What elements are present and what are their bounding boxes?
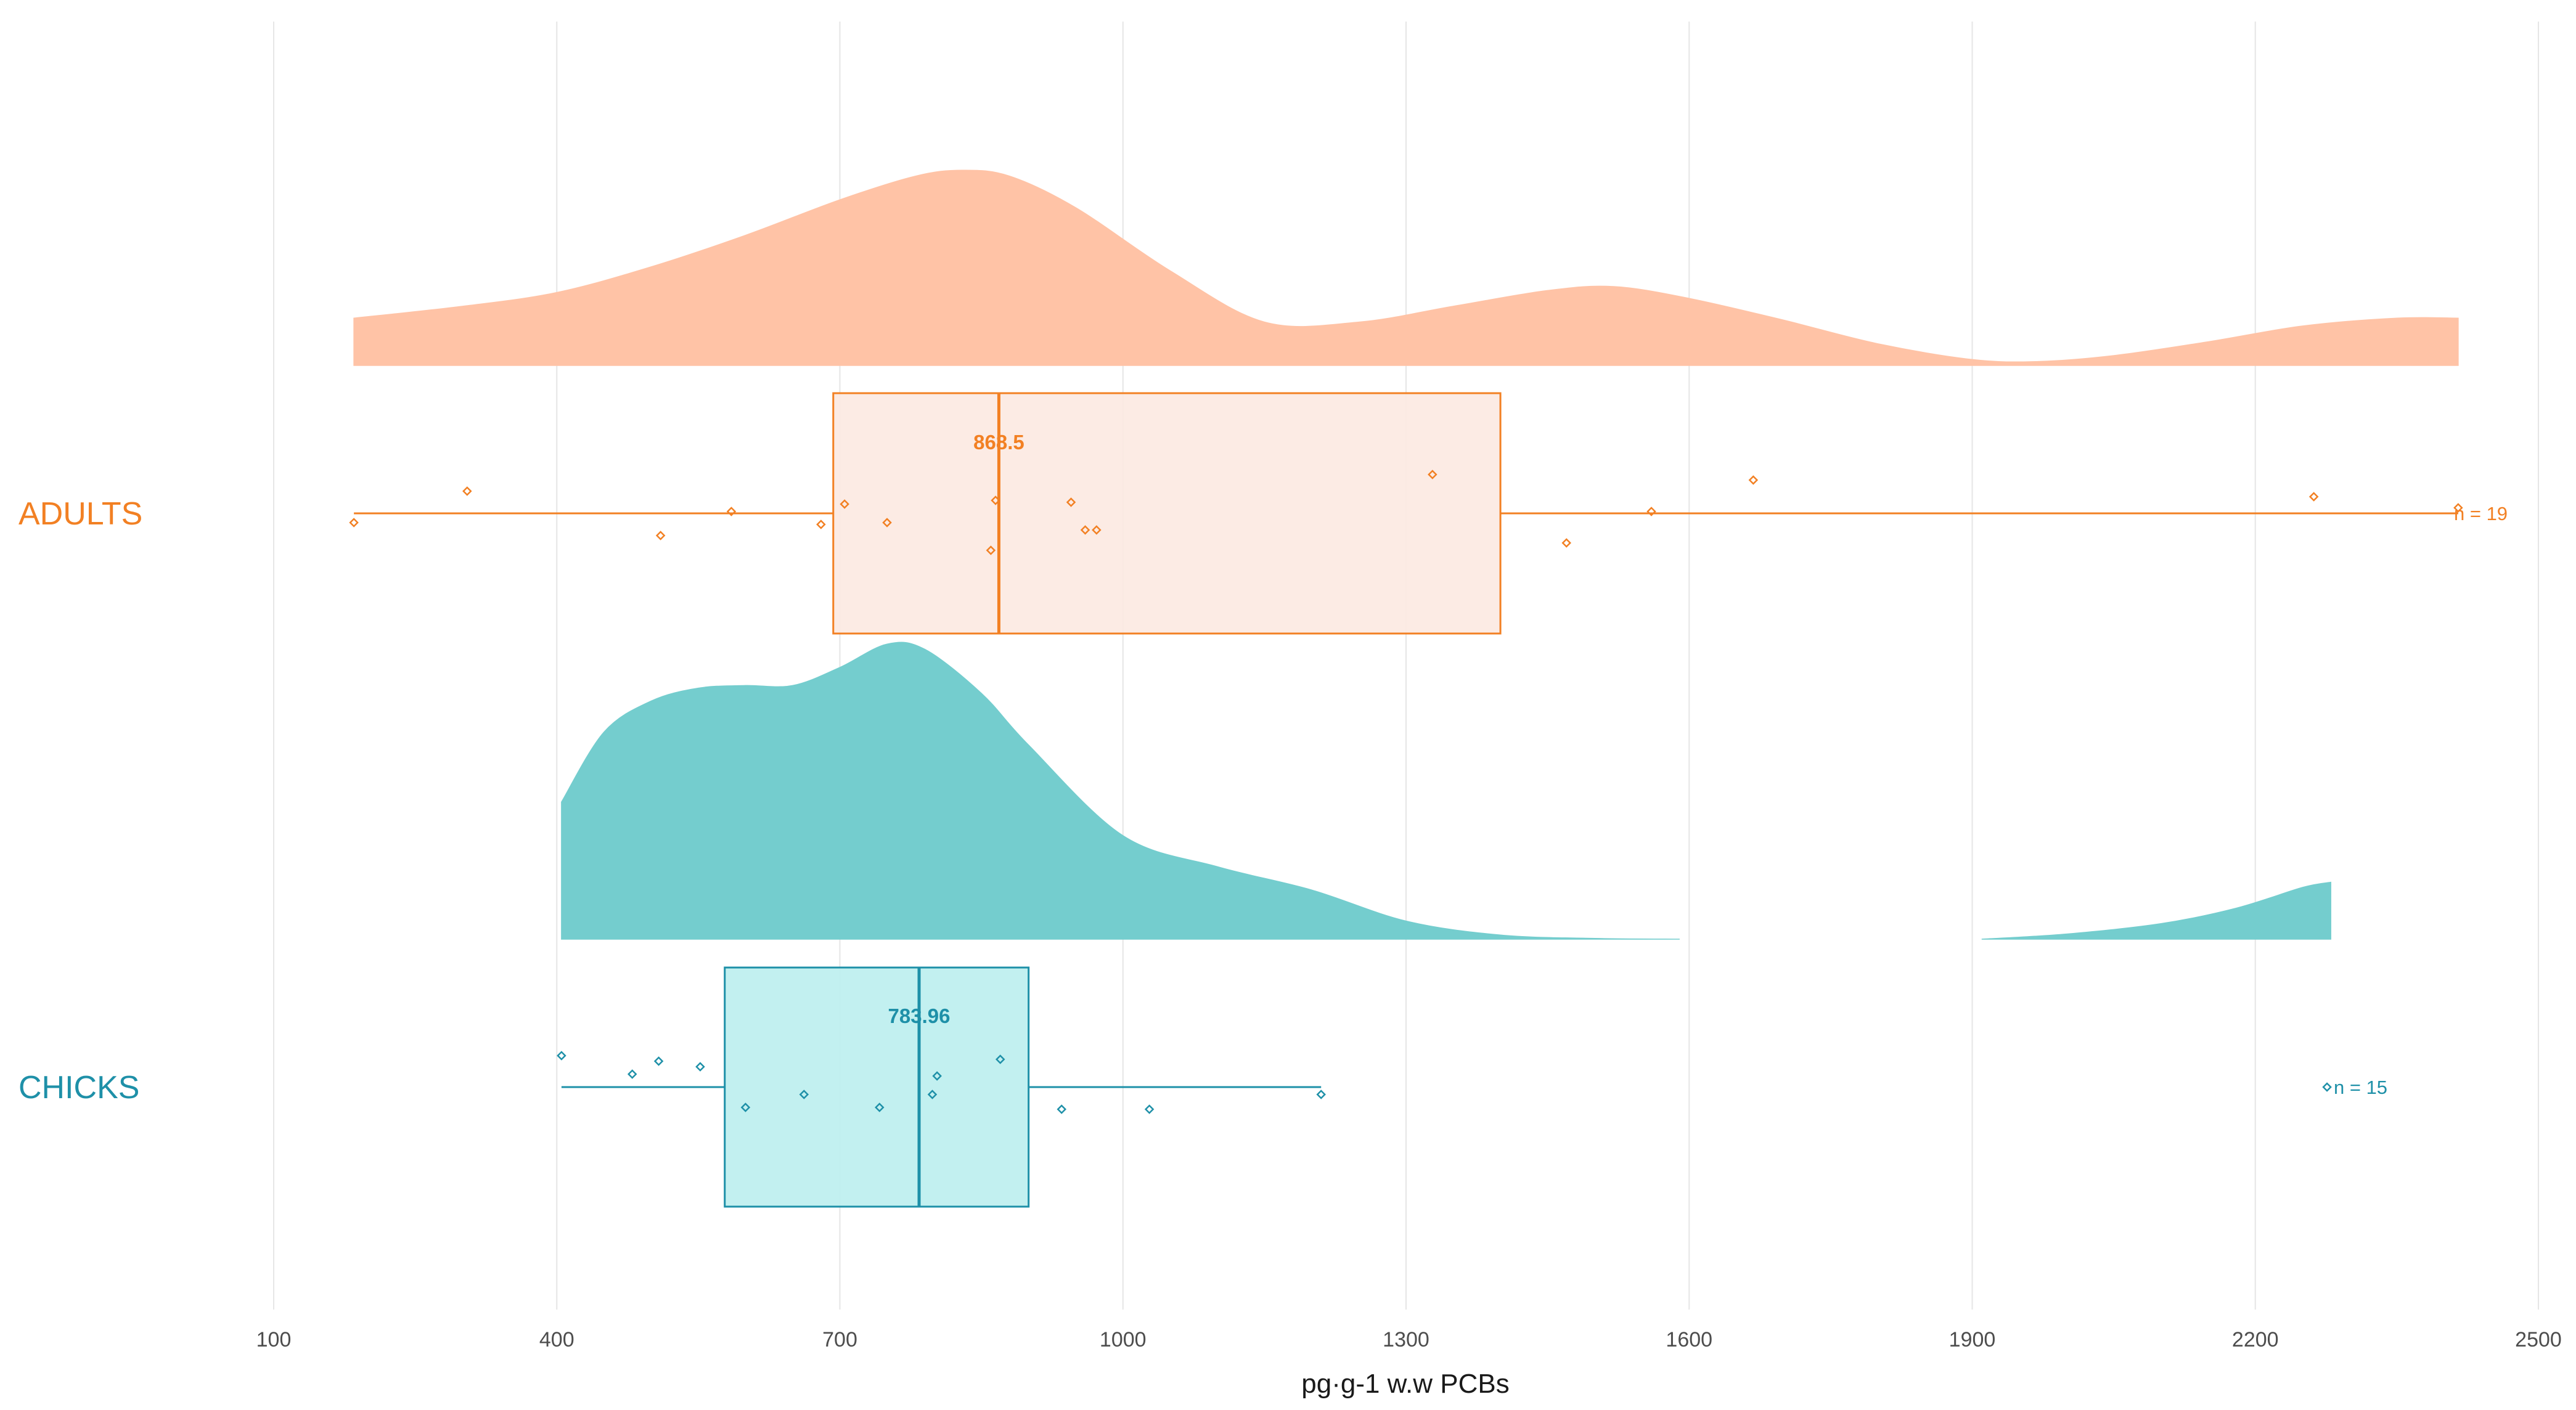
density-clouds [353, 169, 2459, 940]
x-tick-label: 2500 [2515, 1328, 2562, 1351]
x-tick-label: 700 [822, 1328, 857, 1351]
adults-point [655, 531, 666, 540]
adults-group-label: ADULTS [18, 496, 142, 532]
adults-point [2308, 492, 2319, 502]
adults-point [726, 507, 737, 516]
x-tick-label: 1900 [1949, 1328, 1996, 1351]
chicks-point [875, 1102, 885, 1112]
chicks-point [740, 1102, 751, 1112]
adults-n-label: n = 19 [2454, 503, 2508, 524]
adults-point [882, 518, 892, 528]
adults-point [2453, 503, 2463, 513]
grid-lines [273, 22, 2539, 1310]
chicks-median-label: 783.96 [888, 1005, 951, 1027]
adults-point [816, 520, 826, 529]
x-tick-label: 2200 [2232, 1328, 2279, 1351]
adults-point [462, 486, 472, 496]
chicks-point [932, 1071, 942, 1081]
adults-point [1646, 507, 1656, 516]
x-axis-title: pg·g-1 w.w PCBs [1301, 1369, 1509, 1399]
chicks-point [2322, 1082, 2332, 1092]
chicks-density-cloud [561, 642, 1680, 940]
chicks-point [995, 1054, 1005, 1064]
chicks-point [1316, 1090, 1326, 1099]
chicks-group-label: CHICKS [18, 1070, 139, 1106]
chicks-density-cloud [1981, 881, 2331, 940]
x-tick-label: 1300 [1383, 1328, 1429, 1351]
chicks-point [557, 1051, 566, 1061]
adults-point [1428, 470, 1437, 479]
adults-point [1561, 538, 1572, 548]
adults-point [1092, 525, 1102, 535]
adults-point [840, 499, 849, 509]
x-tick-label: 1000 [1100, 1328, 1147, 1351]
x-tick-label: 400 [539, 1328, 574, 1351]
chicks-point [1057, 1104, 1067, 1114]
chicks-point [695, 1062, 705, 1072]
adults-median-label: 868.5 [973, 431, 1024, 454]
adults-point [986, 545, 996, 555]
chicks-n-label: n = 15 [2334, 1077, 2387, 1098]
chicks-point [927, 1090, 938, 1099]
raw-points [349, 470, 2463, 1114]
adults-point [991, 495, 1000, 505]
chicks-point [627, 1069, 637, 1079]
chicks-point [799, 1090, 809, 1099]
chicks-box [724, 966, 1030, 1208]
boxplots [354, 392, 2458, 1208]
chicks-point [653, 1056, 664, 1066]
labels: 100 400 700 1000 1300 1600 1900 2200 2500 ADULTS 8… [18, 431, 2562, 1351]
adults-point [1748, 475, 1759, 485]
x-tick-label: 1600 [1666, 1328, 1712, 1351]
adults-box [832, 392, 1502, 635]
adults-point [1066, 497, 1076, 507]
chicks-point [1144, 1104, 1155, 1114]
adults-point [349, 518, 359, 528]
x-tick-label: 100 [256, 1328, 292, 1351]
adults-point [1080, 525, 1090, 535]
adults-density-cloud [353, 169, 2459, 366]
